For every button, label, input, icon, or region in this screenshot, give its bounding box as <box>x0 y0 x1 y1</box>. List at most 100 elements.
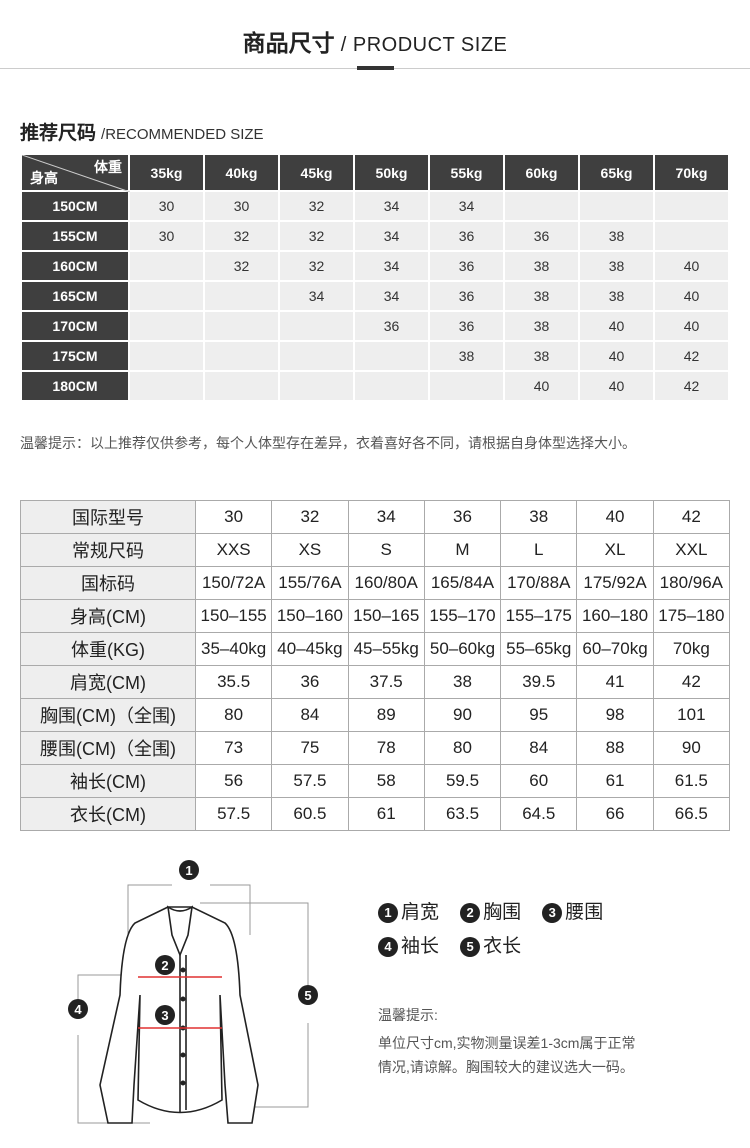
spec-cell: 155/76A <box>271 566 349 600</box>
table-row: 袖长(CM) 56 57.5 58 59.5 60 61 61.5 <box>20 764 731 798</box>
legend-item-chest: 2 胸围 <box>460 902 521 923</box>
row-label: 胸围(CM)（全围) <box>20 698 196 732</box>
spec-cell: 45–55kg <box>347 632 425 666</box>
spec-cell: 155–170 <box>423 599 502 633</box>
size-cell: 42 <box>653 370 730 402</box>
size-spec-table: 国际型号 30 32 34 36 38 40 42 常规尺码 XXS XS S M L XL XXL 国标码 15… <box>20 500 731 831</box>
size-cell: 30 <box>128 220 205 252</box>
title-underline <box>357 66 394 70</box>
size-cell: 40 <box>578 310 655 342</box>
svg-text:4: 4 <box>74 1002 82 1017</box>
size-cell: 42 <box>653 340 730 372</box>
spec-cell: 78 <box>347 731 425 765</box>
size-cell: 34 <box>353 250 430 282</box>
corner-cell: 体重身高 <box>20 153 130 192</box>
size-cell: 38 <box>578 280 655 312</box>
size-cell: 34 <box>428 190 505 222</box>
spec-cell: 56 <box>194 764 273 798</box>
size-cell: 34 <box>353 280 430 312</box>
weight-axis-label: 体重 <box>94 159 122 175</box>
spec-cell: 42 <box>652 500 731 534</box>
table-row: 155CM 30 32 32 34 36 36 38 <box>20 220 730 252</box>
size-cell <box>203 340 280 372</box>
spec-cell: 95 <box>500 698 578 732</box>
spec-cell: 61 <box>576 764 654 798</box>
spec-cell: 32 <box>271 500 349 534</box>
spec-cell: 57.5 <box>271 764 349 798</box>
spec-cell: 150–165 <box>347 599 425 633</box>
legend-row-2: 4 袖长 5 衣长 <box>378 931 521 958</box>
size-cell <box>503 190 580 222</box>
spec-cell: XL <box>576 533 654 567</box>
size-cell: 34 <box>278 280 355 312</box>
size-cell <box>203 280 280 312</box>
table-row: 国标码 150/72A 155/76A 160/80A 165/84A 170/88A 17… <box>20 566 731 600</box>
size-cell: 40 <box>578 340 655 372</box>
weight-header: 45kg <box>278 153 355 192</box>
spec-cell: 88 <box>576 731 654 765</box>
row-label: 国标码 <box>20 566 196 600</box>
legend-row-1: 1 肩宽 2 胸围 3 腰围 <box>378 897 603 924</box>
weight-header: 55kg <box>428 153 505 192</box>
row-label: 肩宽(CM) <box>20 665 196 699</box>
size-cell: 38 <box>503 250 580 282</box>
legend-item-length: 5 衣长 <box>460 936 521 957</box>
size-cell <box>428 370 505 402</box>
row-label: 体重(KG) <box>20 632 196 666</box>
height-label: 165CM <box>20 280 130 312</box>
size-cell: 38 <box>578 250 655 282</box>
spec-cell: 30 <box>194 500 273 534</box>
table-row: 体重(KG) 35–40kg 40–45kg 45–55kg 50–60kg 55–65k… <box>20 632 731 666</box>
spec-cell: 80 <box>423 731 502 765</box>
recommended-size-table: 体重 身高 35kg 40kg 45kg 50kg 55kg 60kg 65kg 70kg 150C… <box>20 153 730 402</box>
spec-cell: 60–70kg <box>576 632 654 666</box>
spec-cell: 165/84A <box>423 566 502 600</box>
spec-cell: 180/96A <box>652 566 731 600</box>
tip-line-1: 单位尺寸cm,实物测量误差1-3cm属于正常 <box>378 1035 636 1051</box>
spec-cell: 90 <box>652 731 731 765</box>
size-cell: 36 <box>428 250 505 282</box>
spec-cell: 34 <box>347 500 425 534</box>
spec-cell: L <box>500 533 578 567</box>
table-row: 腰围(CM)（全围) 73 75 78 80 84 88 90 <box>20 731 731 765</box>
size-cell: 32 <box>203 220 280 252</box>
spec-cell: 61 <box>347 797 425 831</box>
recommended-title: 推荐尺码 /RECOMMENDED SIZE <box>20 123 264 144</box>
spec-cell: 35.5 <box>194 665 273 699</box>
size-cell: 36 <box>428 220 505 252</box>
table-row: 国际型号 30 32 34 36 38 40 42 <box>20 500 731 534</box>
table-row: 180CM 40 40 42 <box>20 370 730 402</box>
spec-cell: 160–180 <box>576 599 654 633</box>
height-label: 155CM <box>20 220 130 252</box>
size-cell: 38 <box>428 340 505 372</box>
recommendation-note: 温馨提示：以上推荐仅供参考，每个人体型存在差异，衣着喜好各不同，请根据自身体型选… <box>20 435 636 451</box>
spec-cell: 101 <box>652 698 731 732</box>
size-cell: 36 <box>503 220 580 252</box>
weight-header: 40kg <box>203 153 280 192</box>
height-label: 175CM <box>20 340 130 372</box>
spec-cell: 36 <box>423 500 502 534</box>
size-cell <box>128 310 205 342</box>
spec-cell: 37.5 <box>347 665 425 699</box>
size-cell: 32 <box>278 250 355 282</box>
spec-cell: 40 <box>576 500 654 534</box>
height-label: 150CM <box>20 190 130 222</box>
size-cell <box>128 250 205 282</box>
spec-cell: 64.5 <box>500 797 578 831</box>
size-cell <box>353 370 430 402</box>
size-cell: 40 <box>653 310 730 342</box>
spec-cell: 150–160 <box>271 599 349 633</box>
weight-header: 70kg <box>653 153 730 192</box>
spec-cell: 42 <box>652 665 731 699</box>
spec-cell: 59.5 <box>423 764 502 798</box>
size-cell: 38 <box>503 280 580 312</box>
spec-cell: 66 <box>576 797 654 831</box>
row-label: 常规尺码 <box>20 533 196 567</box>
size-cell <box>653 220 730 252</box>
size-cell: 32 <box>203 250 280 282</box>
size-cell: 32 <box>278 190 355 222</box>
table-row: 肩宽(CM) 35.5 36 37.5 38 39.5 41 42 <box>20 665 731 699</box>
spec-cell: 61.5 <box>652 764 731 798</box>
svg-text:2: 2 <box>161 958 168 973</box>
height-axis-label: 身高 <box>30 170 58 186</box>
